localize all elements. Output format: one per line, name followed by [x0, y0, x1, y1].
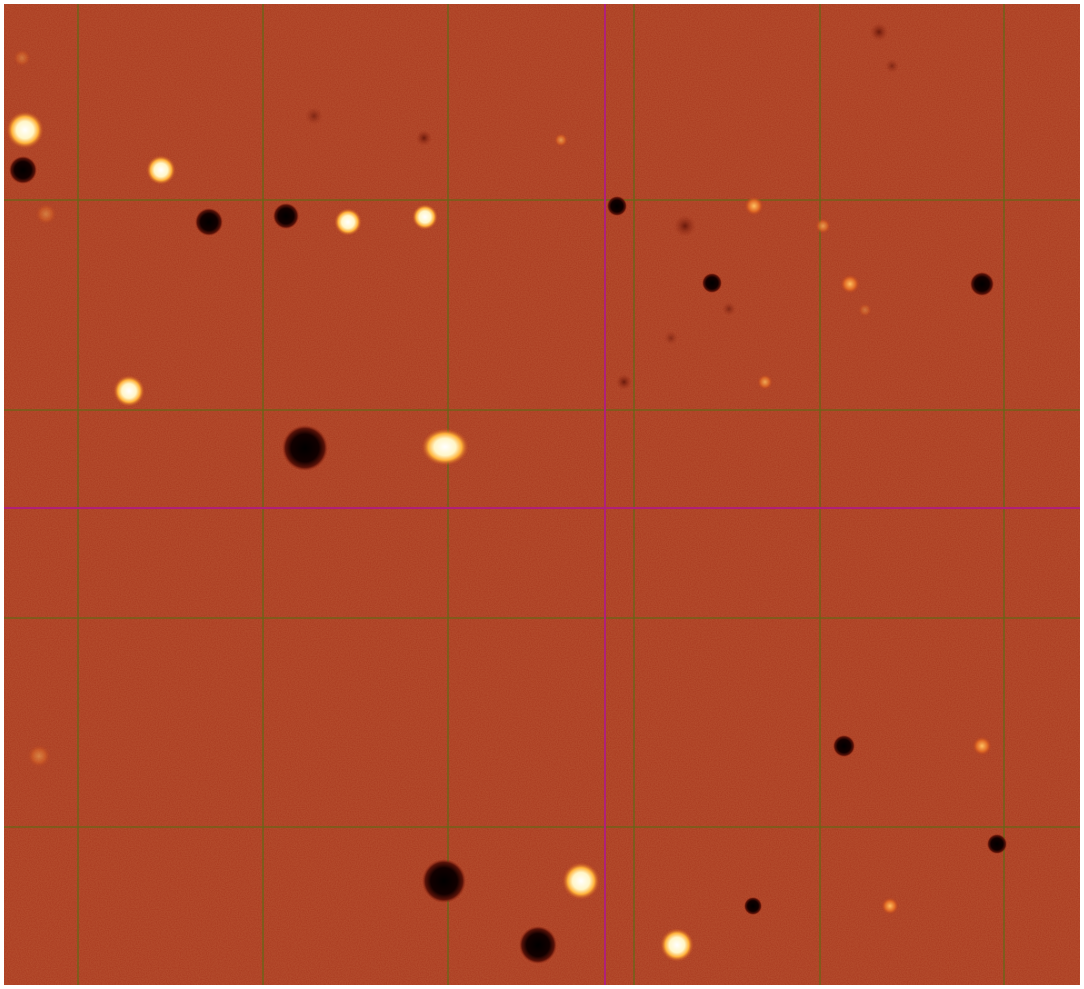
dark-source	[744, 897, 762, 915]
dark-source	[195, 208, 223, 236]
faint-source	[744, 196, 764, 216]
sky-image	[4, 4, 1080, 985]
faint-sources	[13, 49, 992, 915]
bright-source	[334, 208, 362, 236]
dark-source	[422, 859, 466, 903]
dark-source	[282, 425, 328, 471]
dark-source	[702, 273, 722, 293]
bright-source	[412, 204, 438, 230]
dark-source	[987, 834, 1007, 854]
dark-source	[9, 156, 37, 184]
faint-source	[972, 736, 992, 756]
dark-source	[970, 272, 994, 296]
dark-source	[519, 926, 557, 964]
faint-source	[13, 49, 31, 67]
image-frame	[4, 4, 1080, 985]
bright-source	[6, 111, 44, 149]
faint-source	[35, 203, 57, 225]
faint-source	[554, 133, 568, 147]
dim-source	[885, 59, 899, 73]
dim-source	[674, 215, 696, 237]
bright-source	[113, 375, 145, 407]
dim-sources	[305, 23, 899, 390]
dim-source	[416, 130, 432, 146]
dark-source	[607, 196, 627, 216]
dark-sources	[9, 156, 1007, 964]
coordinate-grid	[4, 4, 1080, 985]
faint-source	[840, 274, 860, 294]
dim-source	[870, 23, 888, 41]
faint-source	[757, 374, 773, 390]
bright-source	[660, 928, 694, 962]
faint-source	[881, 897, 899, 915]
faint-source	[27, 744, 51, 768]
bright-sources	[6, 111, 694, 962]
bright-source	[421, 428, 469, 466]
dark-source	[833, 735, 855, 757]
dim-source	[616, 374, 632, 390]
dim-source	[664, 331, 678, 345]
dark-source	[273, 203, 299, 229]
dim-source	[722, 302, 736, 316]
faint-source	[815, 218, 831, 234]
faint-source	[858, 303, 872, 317]
bright-source	[146, 155, 176, 185]
bright-source	[562, 862, 600, 900]
crosshair	[4, 4, 1080, 985]
dim-source	[305, 107, 323, 125]
